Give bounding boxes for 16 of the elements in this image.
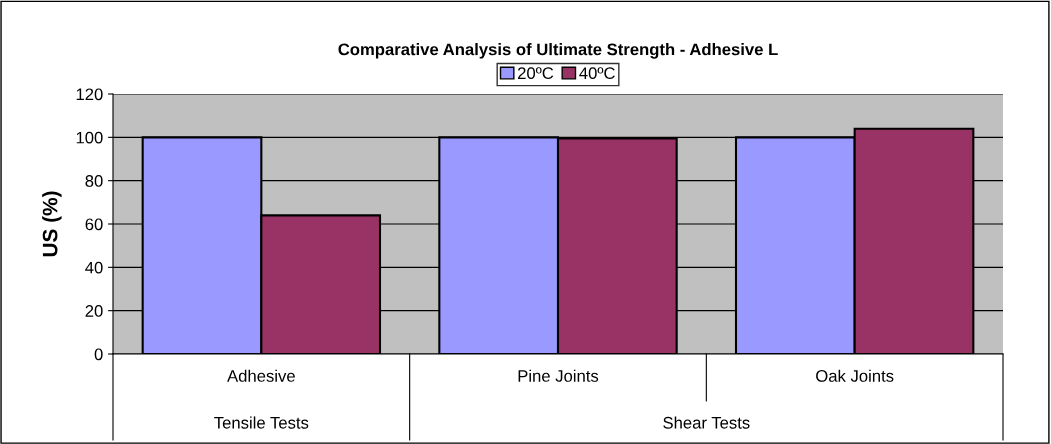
y-tick-label: 60 (85, 218, 103, 231)
x-tick-label: Oak Joints (816, 369, 894, 382)
legend-label: 20ºC (518, 67, 554, 80)
y-tick-label: 80 (85, 175, 103, 187)
text: Shear Tests (663, 416, 750, 429)
y-tick-label: 20 (85, 305, 103, 317)
chart-title: Comparative Analysis of Ultimate Strength - Adhesive L (338, 43, 778, 59)
y-tick-label: 100 (76, 131, 103, 144)
y-tick-label: 120 (76, 88, 103, 101)
y-tick-label: 40 (85, 261, 103, 274)
text: Tensile Tests (214, 416, 309, 429)
y-axis-title: US (%) (42, 191, 62, 257)
x-tick-label: Adhesive (227, 369, 295, 382)
y-tick-label: 0 (94, 348, 103, 361)
legend-label: 40ºC (579, 67, 615, 80)
x-tick-label: Pine Joints (518, 369, 599, 382)
